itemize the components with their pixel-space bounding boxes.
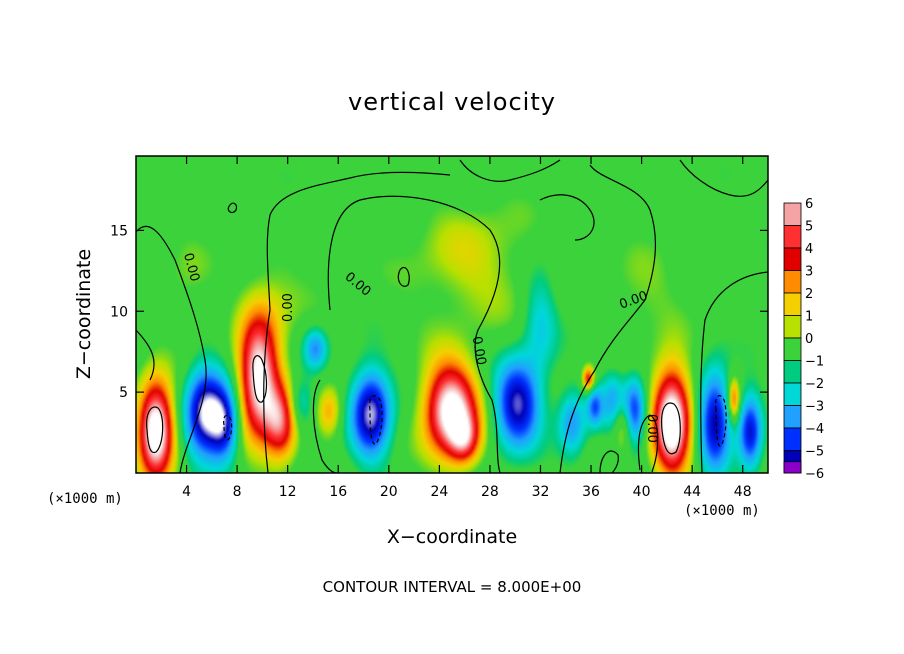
contour-zero-line [227,202,238,214]
colorbar-swatch [783,337,802,361]
contour-zero-line [397,266,410,287]
contour-label: 0.00 [469,335,489,366]
colorbar-label: 0 [805,332,813,347]
x-axis-unit-right: (×1000 m) [684,503,760,519]
contour-zero-line [327,195,501,473]
colorbar-label: 5 [805,220,813,235]
x-tick-label: 12 [279,484,297,500]
colorbar-label: −5 [805,445,824,460]
x-tick-label: 44 [683,484,701,500]
contour-negative-line [223,414,233,441]
y-tick-label: 10 [110,304,128,320]
contour-zero-line [700,271,768,473]
chart-title: vertical velocity [348,88,556,116]
colorbar-label: −1 [805,355,824,370]
colorbar-label: 6 [805,197,813,212]
x-tick-label: 8 [233,484,242,500]
contour-label: 0.00 [644,414,659,443]
contour-negative-line [715,395,727,447]
x-tick-label: 36 [582,484,600,500]
contour-zero-line [263,171,451,473]
colorbar-swatch [783,202,802,226]
colorbar-label: −3 [805,400,824,415]
colorbar-swatch [783,270,802,294]
colorbar-swatch [783,461,802,474]
x-tick-label: 28 [481,484,499,500]
contour-zero-line [136,225,207,473]
contour-positive-line [661,402,681,455]
x-axis-unit-left: (×1000 m) [47,491,123,507]
x-axis-label: X−coordinate [386,526,518,548]
y-axis-label: Z−coordinate [73,248,95,380]
x-tick-label: 20 [380,484,398,500]
contour-zero-line [136,329,155,381]
colorbar-label: 1 [805,310,813,325]
colorbar-swatch [783,382,802,406]
colorbar-label: −2 [805,377,824,392]
x-tick-label: 48 [734,484,752,500]
colorbar: 6 5 4 3 2 1 0 −1 −2 −3 −4 −5 −6 [783,197,824,482]
colorbar-label: −6 [805,467,824,482]
x-tick-label: 32 [532,484,550,500]
x-tick-label: 40 [633,484,651,500]
contour-zero-line [637,414,659,473]
x-tick-label: 4 [182,484,191,500]
x-tick-label: 16 [329,484,347,500]
colorbar-swatch [783,292,802,316]
colorbar-swatch [783,247,802,271]
contour-zero-line [539,194,595,241]
contour-zero-line [599,450,619,473]
velocity-field [136,156,768,473]
contour-label: 0.00 [281,293,296,322]
colorbar-swatch [783,405,802,429]
colorbar-swatch [783,427,802,451]
colorbar-swatch [783,315,802,339]
contour-interval-label: CONTOUR INTERVAL = 8.000E+00 [322,578,582,596]
y-tick-label: 15 [110,223,128,239]
colorbar-label: 2 [805,287,813,302]
y-tick-label: 5 [119,385,128,401]
colorbar-swatch [783,360,802,384]
contour-label: 0.00 [180,251,202,283]
colorbar-swatch [783,225,802,249]
contour-positive-line [146,406,164,454]
colorbar-label: −4 [805,422,824,437]
contour-zero-line [559,164,657,473]
contour-positive-line [252,355,268,403]
contour-negative-line [369,395,383,445]
contour-zero-line [679,159,768,197]
plot-frame [135,155,769,474]
colorbar-label: 4 [805,242,813,257]
contour-zero-line [459,159,561,182]
colorbar-label: 3 [805,265,813,280]
x-tick-label: 24 [430,484,448,500]
